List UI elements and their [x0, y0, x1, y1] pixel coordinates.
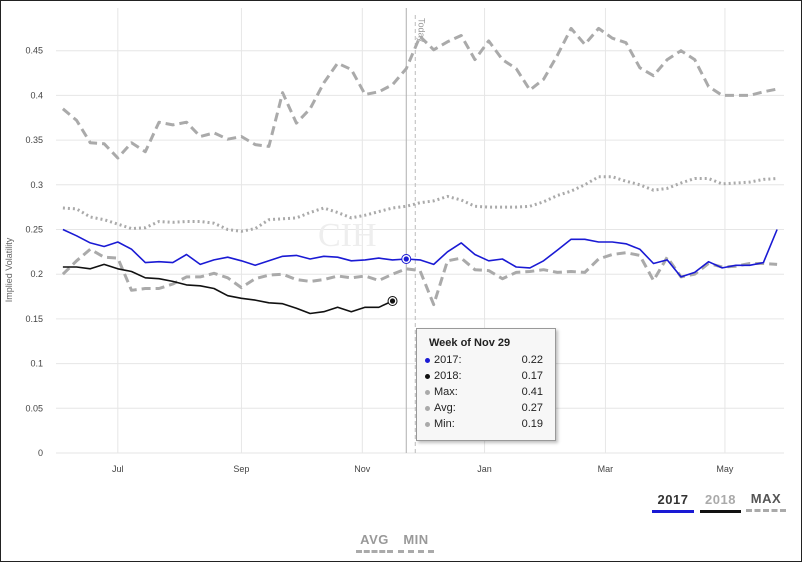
tooltip-title: Week of Nov 29	[429, 337, 511, 349]
y-axis-ticks: 0 0.05 0.1 0.15 0.2 0.25 0.3 0.35 0.4 0.45	[25, 46, 43, 458]
tooltip-row: Min: 0.19	[417, 416, 555, 432]
legend-label: 2017	[657, 492, 689, 507]
tooltip-row-name: 2017:	[434, 354, 462, 366]
tooltip-row-name: Max:	[434, 386, 458, 398]
legend-item-min[interactable]: MIN	[398, 532, 434, 553]
y-tick-label: 0.45	[25, 46, 43, 56]
tooltip-row-value: 0.17	[521, 370, 543, 382]
legend-item-2018[interactable]: 2018	[700, 492, 741, 513]
watermark-logo: CIH	[318, 217, 377, 254]
y-tick-label: 0.3	[30, 180, 43, 190]
tooltip-row-value: 0.27	[521, 402, 543, 414]
grid	[56, 8, 784, 454]
marker-dot-2017	[403, 256, 409, 262]
hover-tooltip: Week of Nov 29 2017: 0.22 2018: 0.17 Max: 0.4…	[416, 328, 556, 441]
legend-label: AVG	[360, 532, 389, 547]
y-tick-label: 0.4	[30, 90, 43, 100]
legend-swatch	[356, 550, 393, 553]
tooltip-row: 2017: 0.22	[417, 352, 555, 368]
legend-dot-icon	[425, 389, 430, 395]
y-tick-label: 0.2	[30, 269, 43, 279]
x-tick-label: Sep	[233, 464, 249, 474]
series-line-min	[61, 247, 778, 307]
legend-swatch	[398, 550, 434, 553]
today-label: Today	[416, 18, 426, 43]
y-tick-label: 0.05	[25, 403, 43, 413]
point-markers	[387, 254, 412, 307]
legend-label: MIN	[403, 532, 429, 547]
legend-swatch	[700, 510, 741, 513]
legend-dot-icon	[425, 405, 430, 411]
y-tick-label: 0.15	[25, 314, 43, 324]
y-tick-label: 0.35	[25, 135, 43, 145]
series-line-max	[61, 26, 778, 160]
tooltip-row-name: Avg:	[434, 402, 456, 414]
x-tick-label: May	[716, 464, 734, 474]
series-line-2018	[62, 263, 393, 315]
series-line-2017	[62, 228, 778, 278]
tooltip-row: Max: 0.41	[417, 384, 555, 400]
legend-item-max[interactable]: MAX	[746, 491, 786, 512]
legend-label: MAX	[750, 491, 782, 506]
tooltip-row-name: 2018:	[434, 370, 462, 382]
tooltip-row-value: 0.22	[521, 354, 543, 366]
today-marker: Today	[405, 8, 426, 453]
y-tick-label: 0.25	[25, 225, 43, 235]
marker-dot-2018	[389, 298, 396, 304]
y-tick-label: 0.1	[30, 359, 43, 369]
legend-dot-icon	[425, 421, 430, 427]
tooltip-row-value: 0.19	[521, 418, 543, 430]
series-line-avg	[62, 175, 778, 233]
tooltip-row: Avg: 0.27	[417, 400, 555, 416]
y-axis-label: Implied Volatility	[4, 237, 14, 302]
y-tick-label: 0	[38, 448, 43, 458]
tooltip-row-name: Min:	[434, 418, 455, 430]
x-tick-label: Jan	[477, 464, 492, 474]
legend-dot-icon	[425, 373, 430, 379]
x-tick-label: Nov	[354, 464, 371, 474]
legend-dot-icon	[425, 357, 430, 363]
legend-item-2017[interactable]: 2017	[652, 492, 694, 513]
x-axis-ticks: Jul Sep Nov Jan Mar May	[112, 464, 734, 474]
x-tick-label: Jul	[112, 464, 124, 474]
x-tick-label: Mar	[598, 464, 614, 474]
tooltip-row-value: 0.41	[521, 386, 543, 398]
series-lines	[61, 26, 778, 315]
legend-label: 2018	[705, 492, 736, 507]
legend-item-avg[interactable]: AVG	[356, 532, 393, 553]
legend-swatch	[746, 509, 786, 512]
legend-swatch	[652, 510, 694, 513]
tooltip-row: 2018: 0.17	[417, 368, 555, 384]
